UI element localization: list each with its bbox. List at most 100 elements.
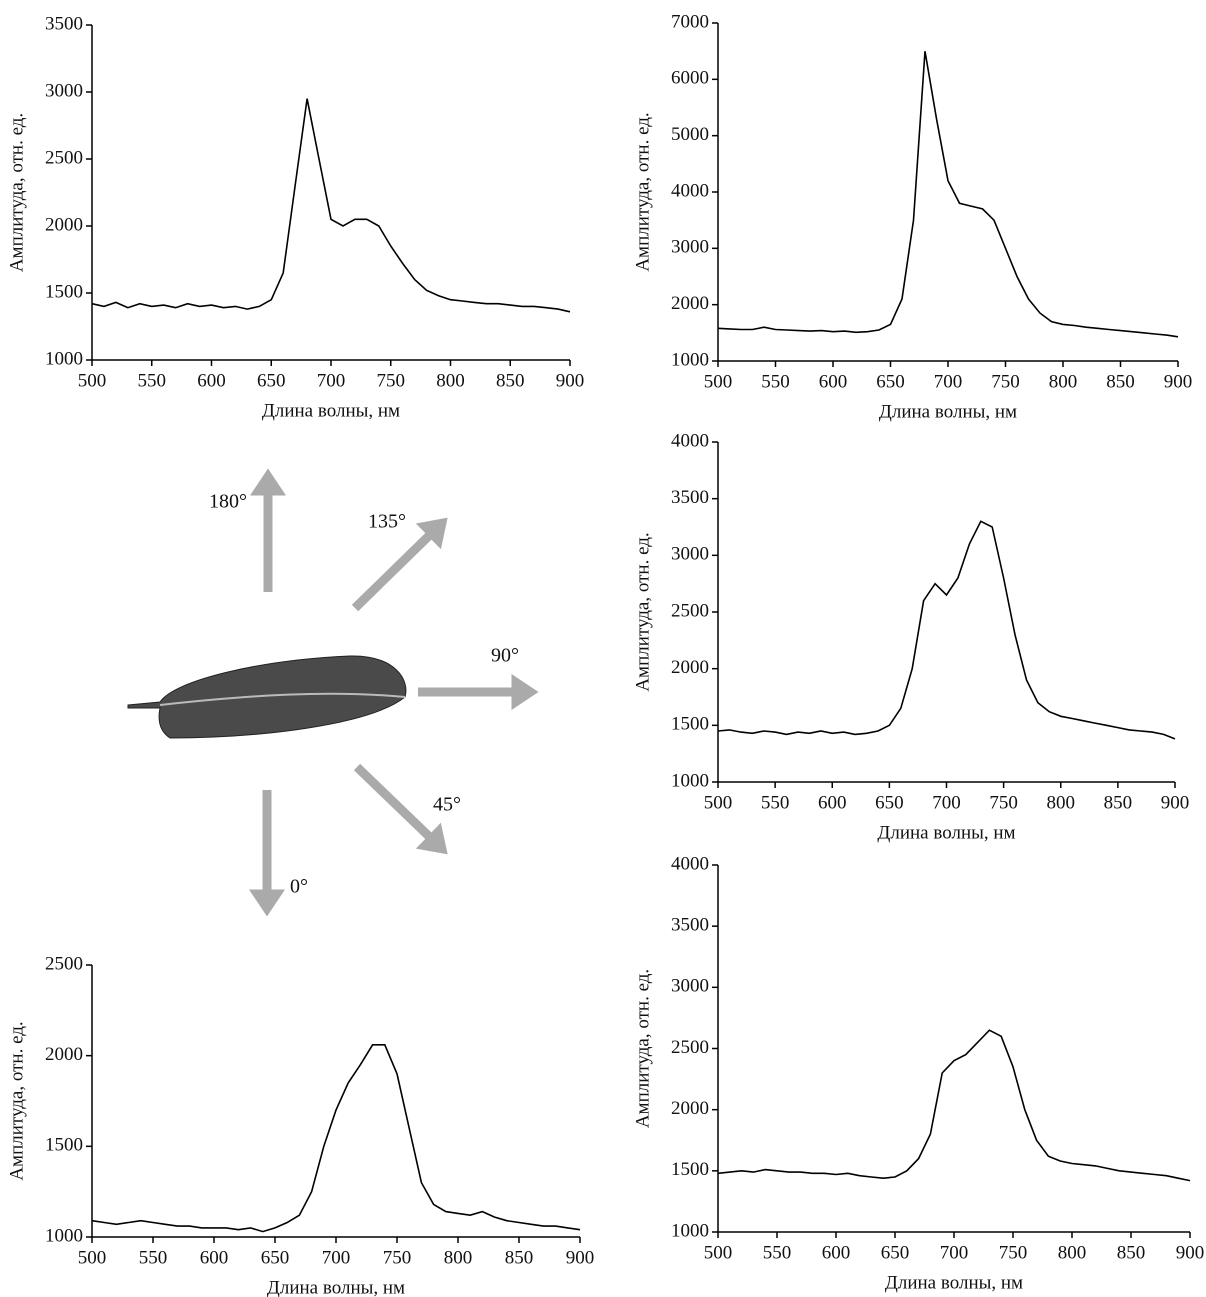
x-tick-label: 850 <box>505 1247 534 1268</box>
x-tick-label: 700 <box>317 370 346 391</box>
x-tick-label: 500 <box>78 370 107 391</box>
x-tick-label: 900 <box>1161 792 1190 813</box>
y-tick-label: 4000 <box>671 180 709 201</box>
x-tick-label: 850 <box>1106 371 1135 392</box>
x-tick-label: 600 <box>822 1242 851 1263</box>
arrow-135 <box>351 517 448 612</box>
y-tick-label: 1500 <box>45 281 83 302</box>
x-tick-label: 900 <box>556 370 585 391</box>
x-tick-label: 600 <box>200 1247 229 1268</box>
y-tick-label: 4000 <box>671 853 709 874</box>
y-tick-label: 1000 <box>671 1220 709 1241</box>
x-tick-label: 500 <box>704 1242 733 1263</box>
x-axis-label: Длина волны, нм <box>879 401 1017 422</box>
x-tick-label: 800 <box>1058 1242 1087 1263</box>
angle-label: 135° <box>368 511 406 533</box>
x-axis-label: Длина волны, нм <box>877 822 1015 843</box>
x-tick-label: 800 <box>436 370 465 391</box>
x-tick-label: 500 <box>78 1247 107 1268</box>
x-tick-label: 750 <box>999 1242 1028 1263</box>
y-tick-label: 1000 <box>45 1225 83 1246</box>
x-tick-label: 800 <box>1047 792 1076 813</box>
y-tick-label: 3500 <box>671 487 709 508</box>
y-axis-label: Амплитуда, отн. ед. <box>632 112 653 271</box>
x-tick-label: 600 <box>197 370 226 391</box>
x-tick-label: 850 <box>1104 792 1133 813</box>
x-axis-label: Длина волны, нм <box>885 1272 1023 1293</box>
x-tick-label: 550 <box>138 370 167 391</box>
spectrum-line <box>717 520 1176 740</box>
y-tick-label: 2000 <box>45 214 83 235</box>
y-tick-label: 1000 <box>671 349 709 370</box>
angle-label: 90° <box>491 645 519 667</box>
x-tick-label: 550 <box>761 792 790 813</box>
y-tick-label: 3000 <box>671 544 709 565</box>
x-tick-label: 650 <box>261 1247 290 1268</box>
y-tick-label: 2500 <box>671 600 709 621</box>
x-tick-label: 700 <box>940 1242 969 1263</box>
x-tick-label: 500 <box>704 371 733 392</box>
arrows <box>249 468 539 917</box>
angle-label: 0° <box>290 876 308 898</box>
x-axis-label: Длина волны, нм <box>267 1277 405 1297</box>
y-tick-label: 1000 <box>45 348 83 369</box>
x-tick-label: 650 <box>875 792 904 813</box>
x-tick-label: 750 <box>989 792 1018 813</box>
x-tick-label: 650 <box>881 1242 910 1263</box>
x-tick-label: 750 <box>383 1247 412 1268</box>
spectrum-line <box>717 1029 1191 1182</box>
y-tick-label: 1500 <box>671 714 709 735</box>
x-tick-label: 700 <box>932 792 961 813</box>
arrow-45 <box>353 763 448 855</box>
y-tick-label: 3000 <box>45 80 83 101</box>
x-tick-label: 750 <box>377 370 406 391</box>
angle-label: 45° <box>433 794 461 816</box>
x-tick-label: 850 <box>1117 1242 1146 1263</box>
y-tick-label: 2500 <box>45 147 83 168</box>
y-axis-label: Амплитуда, отн. ед. <box>6 1021 27 1180</box>
spectrum-line <box>91 1044 581 1233</box>
y-tick-label: 7000 <box>671 11 709 32</box>
y-tick-label: 1500 <box>671 1159 709 1180</box>
x-tick-label: 700 <box>322 1247 351 1268</box>
x-tick-label: 500 <box>704 792 733 813</box>
y-tick-label: 6000 <box>671 68 709 89</box>
x-tick-label: 650 <box>876 371 905 392</box>
y-tick-label: 2000 <box>45 1044 83 1065</box>
y-tick-label: 2000 <box>671 293 709 314</box>
x-axis-label: Длина волны, нм <box>262 400 400 421</box>
y-tick-label: 3000 <box>671 237 709 258</box>
x-tick-label: 650 <box>257 370 286 391</box>
leaf <box>127 655 407 739</box>
x-tick-label: 900 <box>566 1247 595 1268</box>
x-tick-label: 850 <box>496 370 525 391</box>
y-axis-label: Амплитуда, отн. ед. <box>6 113 27 272</box>
x-tick-label: 550 <box>763 1242 792 1263</box>
x-tick-label: 900 <box>1164 371 1193 392</box>
y-tick-label: 5000 <box>671 124 709 145</box>
y-tick-label: 2000 <box>671 657 709 678</box>
spectrum-line <box>91 98 571 313</box>
spectrum-line <box>717 51 1179 338</box>
x-tick-label: 800 <box>444 1247 473 1268</box>
x-tick-label: 550 <box>139 1247 168 1268</box>
y-axis-label: Амплитуда, отн. ед. <box>632 969 653 1128</box>
x-tick-label: 600 <box>819 371 848 392</box>
y-tick-label: 1500 <box>45 1135 83 1156</box>
x-tick-label: 900 <box>1176 1242 1205 1263</box>
x-tick-label: 700 <box>934 371 963 392</box>
y-tick-label: 2500 <box>671 1037 709 1058</box>
y-axis-label: Амплитуда, отн. ед. <box>632 532 653 691</box>
y-tick-label: 3500 <box>45 13 83 34</box>
x-tick-label: 600 <box>818 792 847 813</box>
y-tick-label: 2000 <box>671 1098 709 1119</box>
y-tick-label: 3500 <box>671 915 709 936</box>
x-tick-label: 800 <box>1049 371 1078 392</box>
y-tick-label: 1000 <box>671 770 709 791</box>
x-tick-label: 750 <box>991 371 1020 392</box>
y-tick-label: 4000 <box>671 430 709 451</box>
x-tick-label: 550 <box>761 371 790 392</box>
y-tick-label: 2500 <box>45 953 83 974</box>
angle-label: 180° <box>209 491 247 513</box>
